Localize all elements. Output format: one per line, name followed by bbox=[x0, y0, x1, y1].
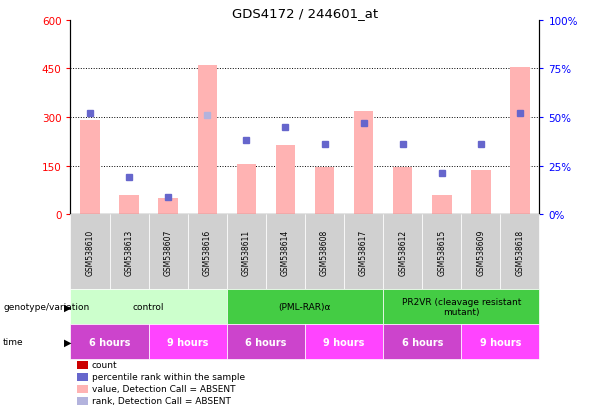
Text: GSM538612: GSM538612 bbox=[398, 229, 407, 275]
Text: GSM538609: GSM538609 bbox=[476, 229, 485, 275]
Text: ▶: ▶ bbox=[64, 337, 72, 347]
Bar bbox=[432, 195, 452, 215]
Text: control: control bbox=[133, 302, 164, 311]
Bar bbox=[354, 111, 373, 215]
Bar bbox=[314, 168, 334, 215]
Bar bbox=[158, 199, 178, 215]
Text: ▶: ▶ bbox=[64, 301, 72, 312]
Text: 9 hours: 9 hours bbox=[167, 337, 208, 347]
Bar bbox=[276, 145, 295, 215]
Text: GSM538616: GSM538616 bbox=[203, 229, 211, 275]
Bar bbox=[510, 68, 530, 215]
Title: GDS4172 / 244601_at: GDS4172 / 244601_at bbox=[232, 7, 378, 19]
Text: 6 hours: 6 hours bbox=[402, 337, 443, 347]
Text: 9 hours: 9 hours bbox=[480, 337, 521, 347]
Text: (PML-RAR)α: (PML-RAR)α bbox=[279, 302, 331, 311]
Text: 6 hours: 6 hours bbox=[89, 337, 130, 347]
Text: GSM538615: GSM538615 bbox=[437, 229, 446, 275]
Text: genotype/variation: genotype/variation bbox=[3, 302, 89, 311]
Text: rank, Detection Call = ABSENT: rank, Detection Call = ABSENT bbox=[92, 396, 231, 406]
Bar bbox=[80, 121, 100, 215]
Text: GSM538610: GSM538610 bbox=[86, 229, 94, 275]
Text: 6 hours: 6 hours bbox=[245, 337, 286, 347]
Text: GSM538613: GSM538613 bbox=[124, 229, 134, 275]
Text: 9 hours: 9 hours bbox=[324, 337, 365, 347]
Bar bbox=[197, 66, 217, 215]
Bar bbox=[120, 195, 139, 215]
Text: time: time bbox=[3, 337, 24, 346]
Text: GSM538614: GSM538614 bbox=[281, 229, 290, 275]
Text: percentile rank within the sample: percentile rank within the sample bbox=[92, 373, 245, 382]
Bar bbox=[237, 165, 256, 215]
Text: GSM538608: GSM538608 bbox=[320, 229, 329, 275]
Bar bbox=[393, 168, 413, 215]
Text: GSM538607: GSM538607 bbox=[164, 229, 173, 275]
Bar bbox=[471, 171, 490, 215]
Text: count: count bbox=[92, 361, 118, 370]
Text: value, Detection Call = ABSENT: value, Detection Call = ABSENT bbox=[92, 385, 235, 394]
Text: GSM538611: GSM538611 bbox=[242, 229, 251, 275]
Text: GSM538618: GSM538618 bbox=[516, 229, 524, 275]
Text: PR2VR (cleavage resistant
mutant): PR2VR (cleavage resistant mutant) bbox=[402, 297, 521, 316]
Text: GSM538617: GSM538617 bbox=[359, 229, 368, 275]
